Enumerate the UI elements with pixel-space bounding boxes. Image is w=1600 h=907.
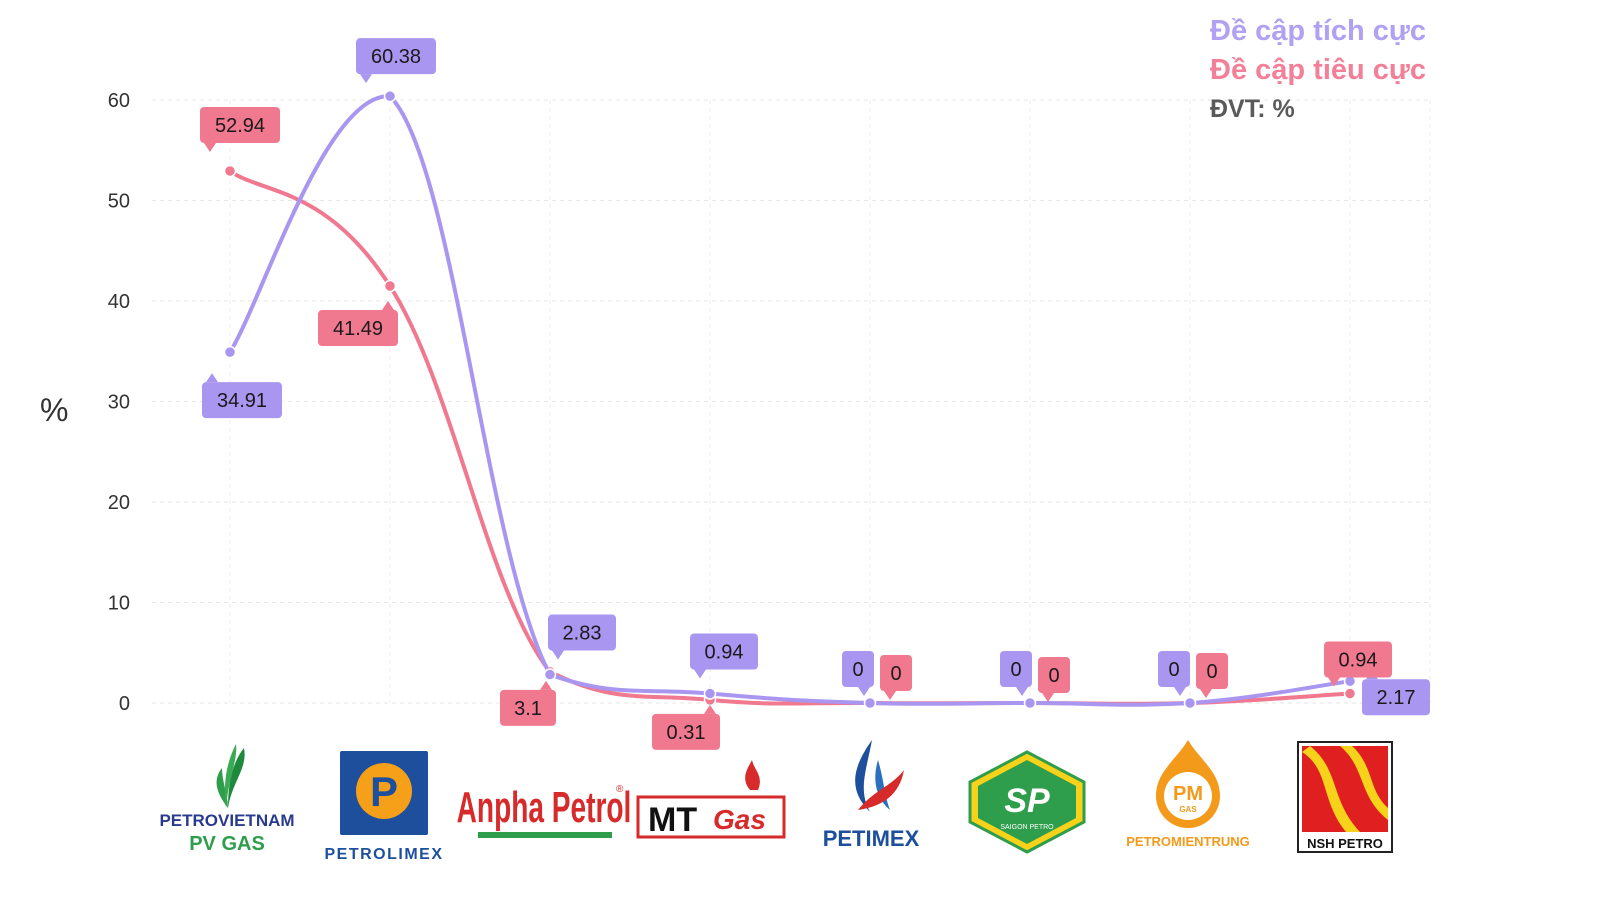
y-tick-label: 30 (108, 392, 130, 414)
chart-data-labels: 34.91 60.38 2.83 0.94 0 0 0 2.17 52.94 41.49 3.1 0.… (200, 38, 1430, 750)
logo-petimex-text: PETIMEX (823, 826, 920, 851)
logo-nsh: NSH PETRO (1297, 741, 1393, 853)
data-label: 41.49 (318, 301, 398, 347)
brand-logos: PETROVIETNAM PV GAS P PETROLIMEX Anpha P… (159, 740, 1393, 863)
svg-text:0: 0 (1048, 665, 1059, 687)
logo-pmgas: PM GAS PETROMIENTRUNG (1126, 740, 1250, 849)
data-label: 0 (1158, 651, 1190, 696)
logo-petimex: PETIMEX (823, 740, 920, 851)
logo-saigonpetro: SP SAIGON PETRO (968, 750, 1086, 854)
series-line-1 (228, 168, 1352, 706)
svg-text:0.31: 0.31 (667, 722, 706, 744)
data-point (383, 89, 397, 103)
data-point (543, 668, 557, 681)
data-label: 34.91 (202, 373, 282, 419)
data-label: 0 (880, 655, 912, 700)
svg-text:0: 0 (1010, 659, 1021, 681)
logo-nsh-text: NSH PETRO (1307, 836, 1383, 851)
y-tick-label: 10 (108, 593, 130, 615)
svg-text:2.17: 2.17 (1377, 687, 1416, 709)
logo-pvgas-line1: PETROVIETNAM (159, 811, 294, 830)
series-line-0 (228, 94, 1352, 707)
legend-positive: Đề cập tích cực (1210, 15, 1427, 47)
logo-petrolimex-text: PETROLIMEX (324, 846, 443, 863)
y-tick-label: 40 (108, 291, 130, 313)
logo-mtgas-text1: MT (648, 801, 697, 839)
y-tick-label: 20 (108, 492, 130, 514)
svg-text:52.94: 52.94 (215, 115, 265, 137)
svg-text:2.83: 2.83 (563, 623, 602, 645)
data-label: 0 (1196, 653, 1228, 698)
legend-negative: Đề cập tiêu cực (1210, 54, 1427, 86)
y-tick-label: 0 (119, 693, 130, 715)
svg-text:0: 0 (1168, 659, 1179, 681)
chart-legend: Đề cập tích cực Đề cập tiêu cực ĐVT: % (1210, 12, 1426, 129)
logo-petrolimex-mark: P (370, 768, 398, 815)
data-point (1343, 687, 1357, 700)
logo-anpha-reg: ® (616, 784, 624, 795)
data-point (1023, 696, 1037, 710)
logo-anpha-text: Anpha Petrol (457, 783, 632, 832)
data-point (223, 164, 237, 178)
y-axis-label: % (40, 392, 69, 428)
logo-pmgas-text: PETROMIENTRUNG (1126, 834, 1250, 849)
data-label: 0.94 (690, 633, 758, 679)
logo-mtgas: MT Gas (636, 760, 786, 839)
data-label: 2.17 (1362, 670, 1430, 716)
data-point (703, 687, 717, 700)
unit-note: ĐVT: % (1210, 95, 1295, 123)
data-label: 60.38 (356, 38, 436, 84)
data-label: 52.94 (200, 106, 280, 152)
logo-saigonpetro-text: SAIGON PETRO (1000, 824, 1054, 831)
y-tick-label: 60 (108, 90, 130, 112)
logo-pmgas-sub: GAS (1179, 805, 1197, 814)
y-tick-label: 50 (108, 191, 130, 213)
svg-text:34.91: 34.91 (217, 390, 267, 412)
logo-pvgas: PETROVIETNAM PV GAS (159, 744, 295, 855)
logo-petrolimex: P PETROLIMEX (324, 751, 443, 863)
data-point (383, 279, 397, 293)
svg-text:41.49: 41.49 (333, 318, 383, 340)
data-label: 0.31 (652, 704, 720, 750)
svg-text:0: 0 (1206, 661, 1217, 683)
logo-pvgas-line2: PV GAS (189, 833, 265, 855)
data-point (223, 345, 237, 359)
logo-anpha: Anpha Petrol ® (457, 783, 632, 838)
data-point (1183, 696, 1197, 710)
svg-text:0.94: 0.94 (1339, 650, 1378, 672)
svg-text:0: 0 (852, 659, 863, 681)
svg-text:0.94: 0.94 (705, 642, 744, 664)
y-axis: 0 10 20 30 40 50 60 (108, 90, 130, 715)
logo-pmgas-mark: PM (1173, 783, 1203, 805)
svg-text:0: 0 (890, 663, 901, 685)
data-label: 0.94 (1324, 641, 1392, 687)
logo-mtgas-text2: Gas (713, 804, 766, 835)
chart-lines (223, 89, 1357, 710)
data-point (863, 696, 877, 710)
data-label: 2.83 (548, 614, 616, 660)
data-label: 0 (1038, 657, 1070, 702)
svg-text:60.38: 60.38 (371, 46, 421, 68)
data-label: 0 (1000, 651, 1032, 696)
svg-text:3.1: 3.1 (514, 698, 542, 720)
logo-saigonpetro-mark: SP (1004, 782, 1050, 820)
data-label: 0 (842, 651, 874, 696)
chart-grid (152, 99, 1431, 704)
data-label: 3.1 (500, 680, 556, 726)
